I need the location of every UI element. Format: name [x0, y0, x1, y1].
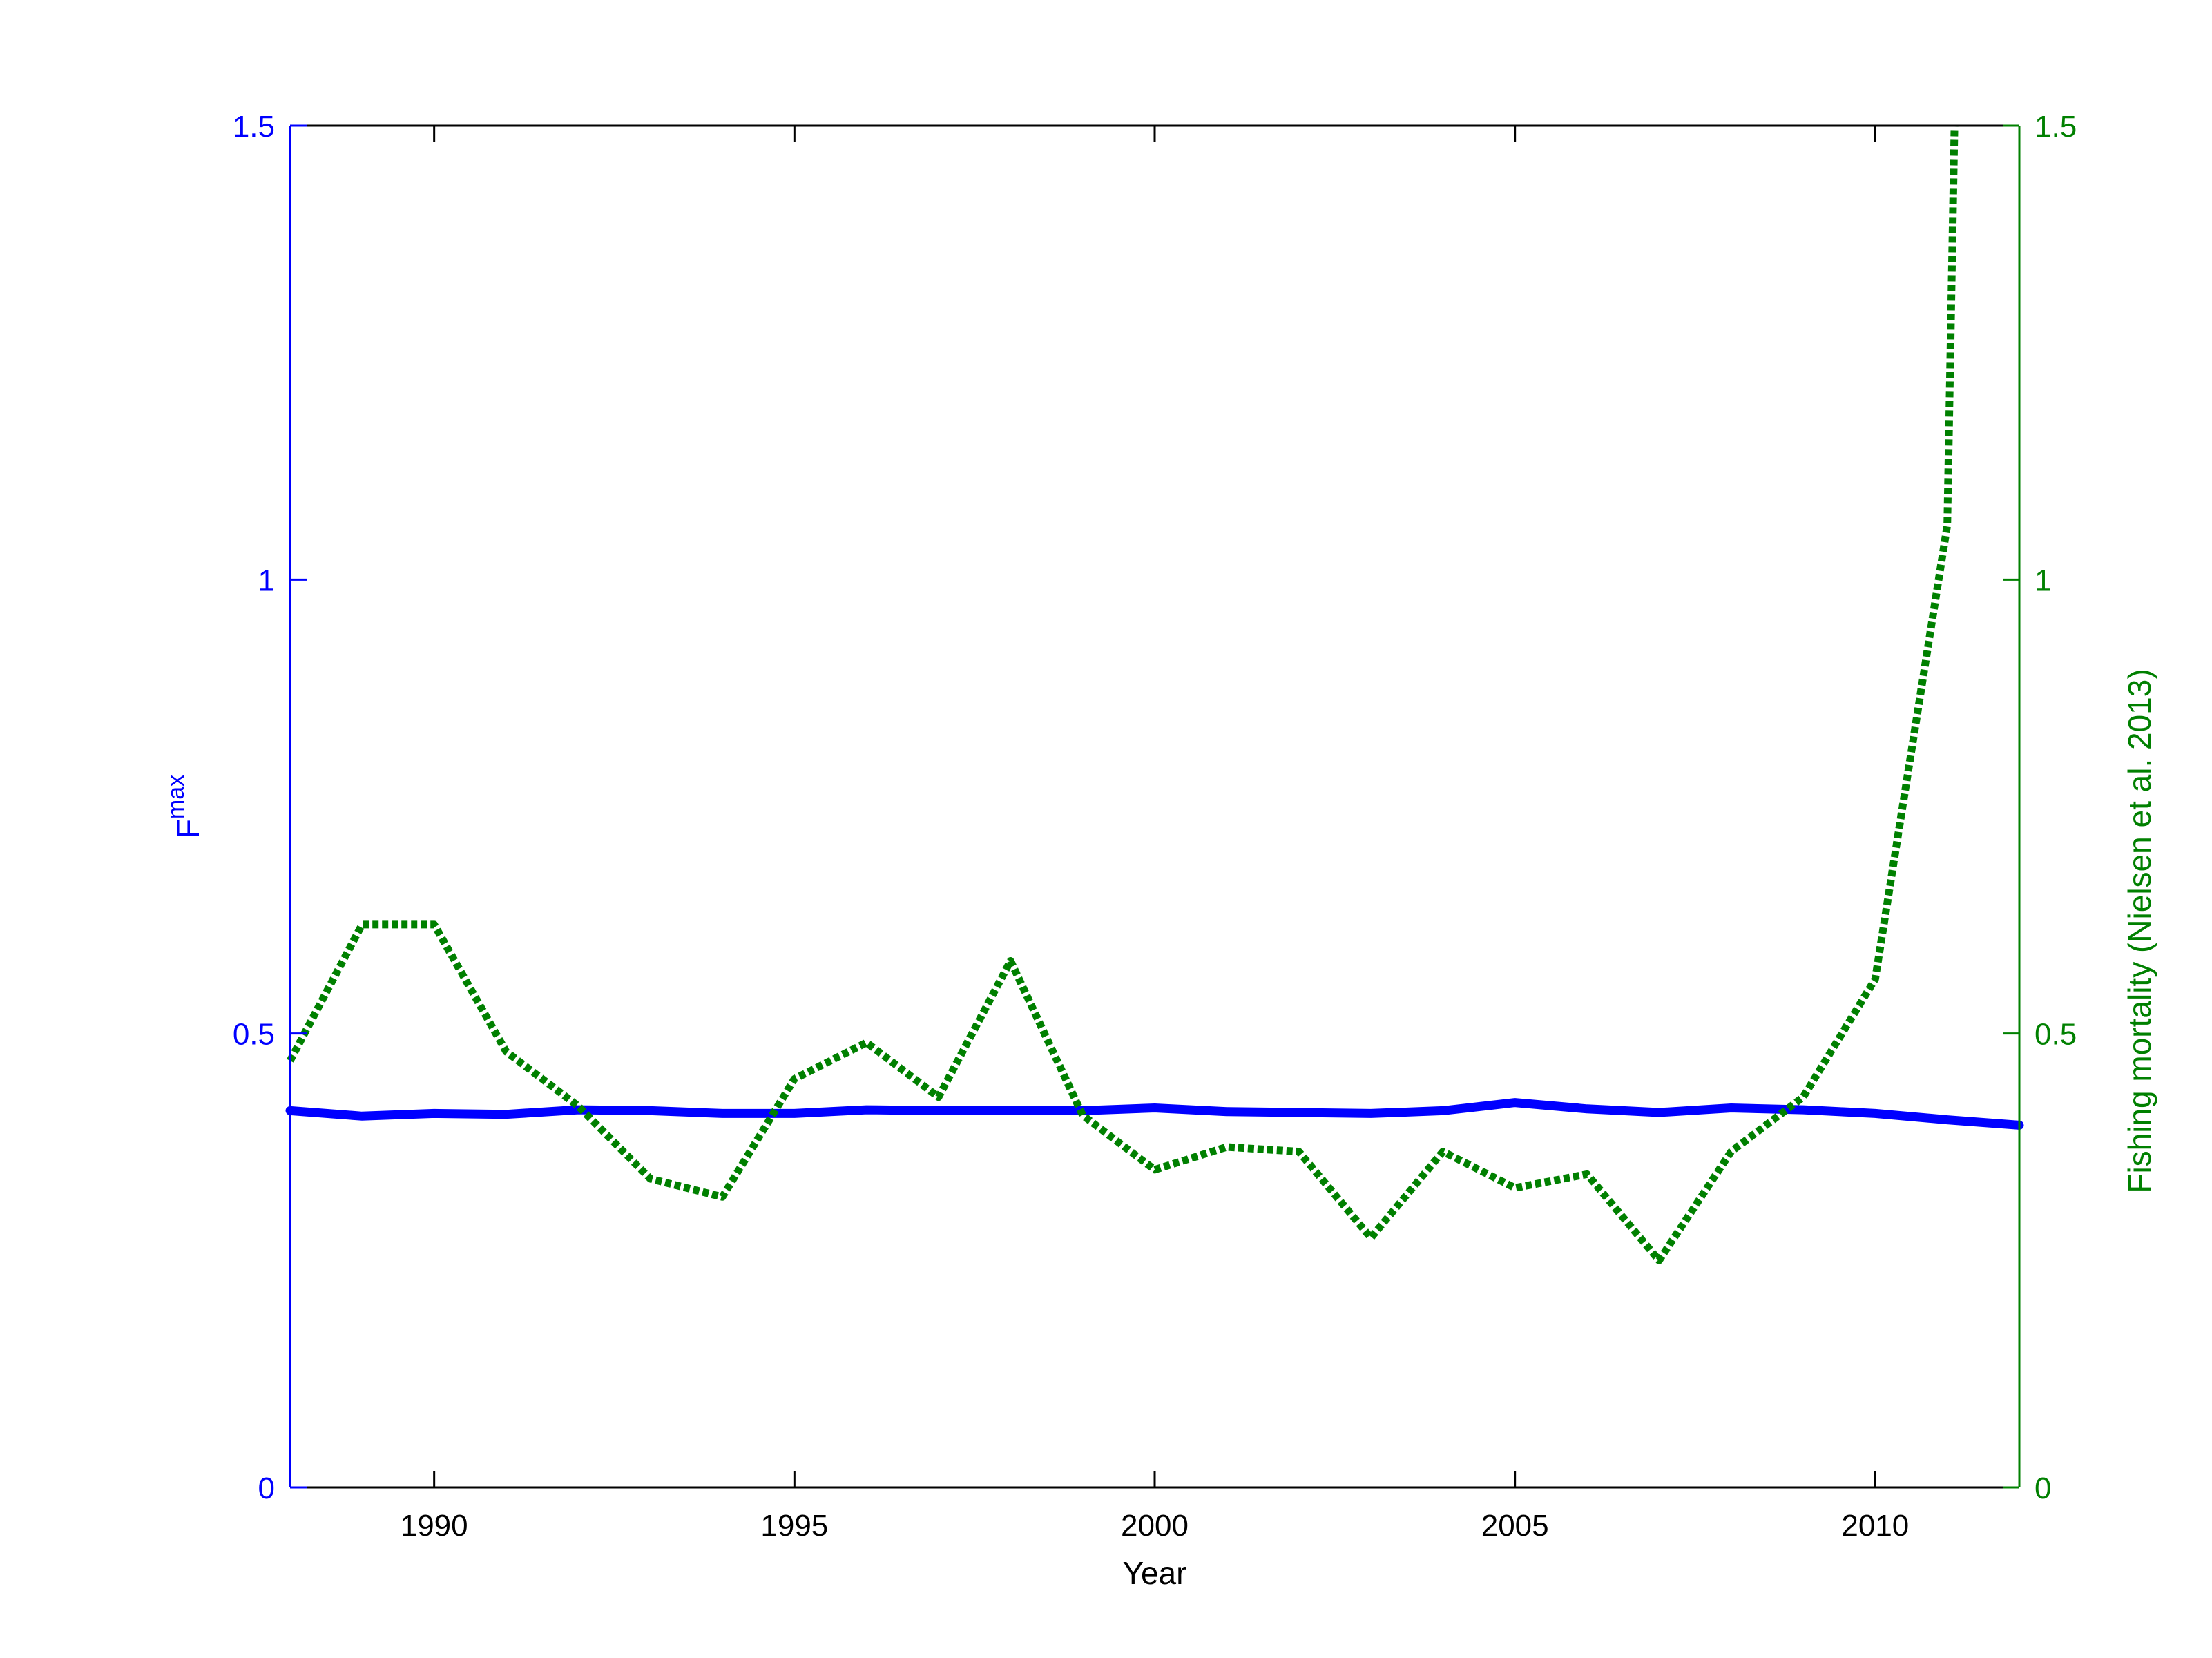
x-tick-label: 1995	[760, 1509, 828, 1543]
left-y-tick-label: 1.5	[233, 110, 275, 144]
right-y-tick-label: 0.5	[2035, 1018, 2077, 1052]
x-tick-label: 2005	[1481, 1509, 1549, 1543]
x-axis-label: Year	[1123, 1555, 1187, 1591]
left-y-tick-label: 0.5	[233, 1018, 275, 1052]
left-y-axis-label: Fmax	[163, 775, 206, 838]
left-y-axis-label-base: F	[170, 819, 206, 838]
x-tick-label: 2000	[1121, 1509, 1189, 1543]
axes-layer	[289, 124, 2021, 1489]
right-y-axis-label: Fishing mortality (Nielsen et al. 2013)	[2122, 668, 2157, 1193]
x-tick-label: 2010	[1841, 1509, 1909, 1543]
right-y-tick-label: 1	[2035, 563, 2051, 597]
series-layer	[285, 125, 2024, 1264]
series-fishing-mortality-line	[287, 125, 1959, 1264]
left-y-tick-label: 0	[258, 1472, 275, 1505]
right-y-tick-label: 1.5	[2035, 110, 2077, 144]
left-y-tick-label: 1	[258, 563, 275, 597]
right-y-tick-label: 0	[2035, 1472, 2051, 1505]
x-tick-label: 1990	[401, 1509, 468, 1543]
labels-layer: 1990 1995 2000 2005 2010 0 0.5 1 1.5 0 0.5 1 1.5 Year…	[163, 110, 2157, 1591]
left-y-axis-label-superscript: max	[163, 775, 189, 819]
